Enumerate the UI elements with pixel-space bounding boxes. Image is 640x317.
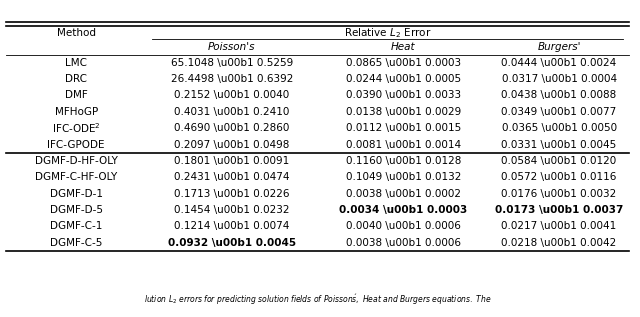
Text: Poisson's: Poisson's xyxy=(208,42,255,52)
Text: IFC-GPODE: IFC-GPODE xyxy=(47,139,105,150)
Text: 0.0218 \u00b1 0.0042: 0.0218 \u00b1 0.0042 xyxy=(502,238,617,248)
Text: DGMF-C-5: DGMF-C-5 xyxy=(50,238,102,248)
Text: 0.0365 \u00b1 0.0050: 0.0365 \u00b1 0.0050 xyxy=(502,123,617,133)
Text: DGMF-D-HF-OLY: DGMF-D-HF-OLY xyxy=(35,156,118,166)
Text: 0.0349 \u00b1 0.0077: 0.0349 \u00b1 0.0077 xyxy=(502,107,617,117)
Text: $\it{lution\ L_2\ errors\ for\ predicting\ solution\ fields\ of\ Poisson\'s,\ He: $\it{lution\ L_2\ errors\ for\ predictin… xyxy=(144,293,492,307)
Text: 0.0444 \u00b1 0.0024: 0.0444 \u00b1 0.0024 xyxy=(502,58,617,68)
Text: DGMF-C-1: DGMF-C-1 xyxy=(50,222,102,231)
Text: 0.0572 \u00b1 0.0116: 0.0572 \u00b1 0.0116 xyxy=(501,172,617,182)
Text: 0.0112 \u00b1 0.0015: 0.0112 \u00b1 0.0015 xyxy=(346,123,461,133)
Text: DGMF-C-HF-OLY: DGMF-C-HF-OLY xyxy=(35,172,117,182)
Text: 0.0244 \u00b1 0.0005: 0.0244 \u00b1 0.0005 xyxy=(346,74,461,84)
Text: 0.4690 \u00b1 0.2860: 0.4690 \u00b1 0.2860 xyxy=(174,123,289,133)
Text: 0.0173 \u00b1 0.0037: 0.0173 \u00b1 0.0037 xyxy=(495,205,623,215)
Text: 0.0034 \u00b1 0.0003: 0.0034 \u00b1 0.0003 xyxy=(339,205,468,215)
Text: DGMF-D-1: DGMF-D-1 xyxy=(50,189,103,199)
Text: 26.4498 \u00b1 0.6392: 26.4498 \u00b1 0.6392 xyxy=(171,74,293,84)
Text: 0.0217 \u00b1 0.0041: 0.0217 \u00b1 0.0041 xyxy=(502,222,617,231)
Text: 0.0040 \u00b1 0.0006: 0.0040 \u00b1 0.0006 xyxy=(346,222,461,231)
Text: 0.0038 \u00b1 0.0006: 0.0038 \u00b1 0.0006 xyxy=(346,238,461,248)
Text: DRC: DRC xyxy=(65,74,87,84)
Text: 0.0932 \u00b1 0.0045: 0.0932 \u00b1 0.0045 xyxy=(168,238,296,248)
Text: 0.1049 \u00b1 0.0132: 0.1049 \u00b1 0.0132 xyxy=(346,172,461,182)
Text: 65.1048 \u00b1 0.5259: 65.1048 \u00b1 0.5259 xyxy=(171,58,293,68)
Text: Relative $L_2$ Error: Relative $L_2$ Error xyxy=(344,26,431,40)
Text: 0.0331 \u00b1 0.0045: 0.0331 \u00b1 0.0045 xyxy=(502,139,617,150)
Text: 0.0865 \u00b1 0.0003: 0.0865 \u00b1 0.0003 xyxy=(346,58,461,68)
Text: IFC-ODE$^2$: IFC-ODE$^2$ xyxy=(52,121,100,135)
Text: 0.0176 \u00b1 0.0032: 0.0176 \u00b1 0.0032 xyxy=(502,189,617,199)
Text: 0.1454 \u00b1 0.0232: 0.1454 \u00b1 0.0232 xyxy=(174,205,290,215)
Text: Burgers': Burgers' xyxy=(538,42,581,52)
Text: 0.0038 \u00b1 0.0002: 0.0038 \u00b1 0.0002 xyxy=(346,189,461,199)
Text: 0.2097 \u00b1 0.0498: 0.2097 \u00b1 0.0498 xyxy=(174,139,289,150)
Text: 0.2431 \u00b1 0.0474: 0.2431 \u00b1 0.0474 xyxy=(174,172,290,182)
Text: DGMF-D-5: DGMF-D-5 xyxy=(50,205,103,215)
Text: 0.1801 \u00b1 0.0091: 0.1801 \u00b1 0.0091 xyxy=(174,156,289,166)
Text: Heat: Heat xyxy=(391,42,416,52)
Text: 0.0317 \u00b1 0.0004: 0.0317 \u00b1 0.0004 xyxy=(502,74,617,84)
Text: Method: Method xyxy=(57,28,96,38)
Text: 0.0390 \u00b1 0.0033: 0.0390 \u00b1 0.0033 xyxy=(346,90,461,100)
Text: 0.1713 \u00b1 0.0226: 0.1713 \u00b1 0.0226 xyxy=(174,189,290,199)
Text: 0.0438 \u00b1 0.0088: 0.0438 \u00b1 0.0088 xyxy=(502,90,617,100)
Text: 0.0138 \u00b1 0.0029: 0.0138 \u00b1 0.0029 xyxy=(346,107,461,117)
Text: 0.0081 \u00b1 0.0014: 0.0081 \u00b1 0.0014 xyxy=(346,139,461,150)
Text: 0.1214 \u00b1 0.0074: 0.1214 \u00b1 0.0074 xyxy=(174,222,289,231)
Text: DMF: DMF xyxy=(65,90,88,100)
Text: 0.0584 \u00b1 0.0120: 0.0584 \u00b1 0.0120 xyxy=(502,156,617,166)
Text: 0.4031 \u00b1 0.2410: 0.4031 \u00b1 0.2410 xyxy=(174,107,289,117)
Text: 0.2152 \u00b1 0.0040: 0.2152 \u00b1 0.0040 xyxy=(174,90,289,100)
Text: 0.1160 \u00b1 0.0128: 0.1160 \u00b1 0.0128 xyxy=(346,156,461,166)
Text: MFHoGP: MFHoGP xyxy=(54,107,98,117)
Text: LMC: LMC xyxy=(65,58,87,68)
